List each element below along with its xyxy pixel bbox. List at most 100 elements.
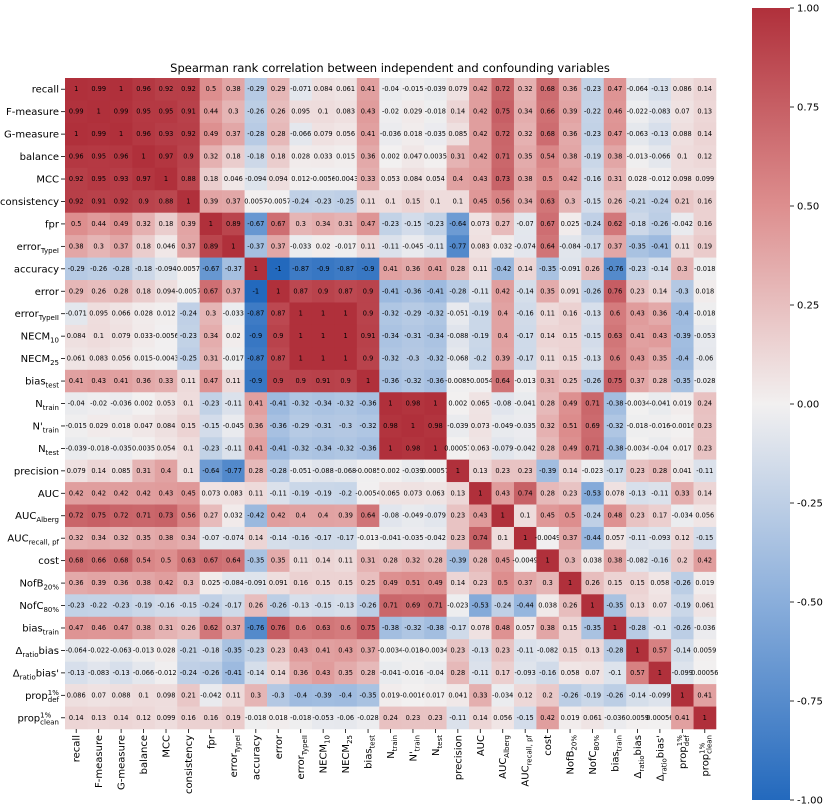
heatmap-cell <box>132 280 156 303</box>
label-sub: ratio <box>22 651 38 659</box>
cell-label: -0.39 <box>674 332 691 340</box>
cell-label: -0.35 <box>674 377 691 385</box>
cell-label: 1 <box>321 332 325 340</box>
heatmap-cell <box>469 167 492 191</box>
heatmap-cell <box>603 661 627 685</box>
heatmap-cell <box>65 280 88 303</box>
heatmap-cell <box>334 504 358 528</box>
heatmap-cell <box>558 235 582 258</box>
heatmap-cell <box>491 526 515 550</box>
heatmap-cell <box>491 504 515 528</box>
heatmap-cell <box>648 122 672 146</box>
heatmap-cell <box>177 706 200 730</box>
heatmap-cell <box>469 437 492 460</box>
cell-label: 0.26 <box>181 624 196 632</box>
heatmap-cell <box>626 437 649 460</box>
heatmap-cell <box>648 459 672 483</box>
heatmap-cell <box>154 437 178 460</box>
chart-title: Spearman rank correlation between indepe… <box>170 61 610 75</box>
cell-label: -0.016 <box>649 422 670 430</box>
cell-label: -0.051 <box>447 310 468 318</box>
cell-label: 0.5 <box>206 85 217 93</box>
cell-label: 0.37 <box>630 377 645 385</box>
cell-label: -0.0049 <box>535 534 560 542</box>
cell-label: 0.11 <box>540 310 555 318</box>
heatmap-cell <box>626 347 649 371</box>
cell-label: 0.31 <box>451 153 466 161</box>
heatmap-cell <box>177 100 200 124</box>
cell-label: 0.98 <box>383 422 398 430</box>
cell-label: 0.49 <box>383 579 398 587</box>
cell-label: -0.016 <box>402 669 423 677</box>
heatmap-cell <box>199 369 223 393</box>
cell-label: -0.28 <box>113 265 130 273</box>
heatmap-cell <box>379 324 403 348</box>
cell-label: 0.32 <box>204 153 219 161</box>
heatmap-cell <box>424 324 447 348</box>
cell-label: -0.094 <box>155 265 176 273</box>
heatmap-cell <box>356 526 380 550</box>
cell-label: -0.14 <box>629 691 646 699</box>
heatmap-cell <box>693 661 717 685</box>
heatmap-cell <box>244 100 268 124</box>
cell-label: -0.0057 <box>266 197 291 205</box>
heatmap-cell <box>334 706 358 730</box>
heatmap-cell <box>424 190 447 213</box>
colorbar-tick-label: -0.50 <box>797 598 823 609</box>
cell-label: 0.23 <box>563 489 578 497</box>
cell-label: -0.16 <box>539 669 556 677</box>
heatmap-cell <box>513 549 537 573</box>
heatmap-cell <box>109 280 133 303</box>
cell-label: 0.0035 <box>132 444 155 452</box>
heatmap-cell <box>132 190 156 213</box>
heatmap-cell <box>401 280 425 303</box>
cell-label: 0.16 <box>204 714 219 722</box>
cell-label: -0.34 <box>382 332 399 340</box>
cell-label: 0.72 <box>69 512 84 520</box>
cell-label: -0.77 <box>449 242 466 250</box>
heatmap-cell <box>671 414 694 438</box>
cell-label: -0.23 <box>584 85 601 93</box>
cell-label: 0.91 <box>361 332 376 340</box>
cell-label: 0.63 <box>608 332 623 340</box>
x-tick-label: cost <box>543 735 554 756</box>
cell-label: 0.12 <box>697 153 712 161</box>
cell-label: -0.67 <box>247 220 264 228</box>
label-sub: 80% <box>593 735 601 751</box>
label-text: NECM <box>341 744 352 773</box>
label-sub: 25 <box>346 735 354 744</box>
cell-label: 0.47 <box>204 377 219 385</box>
heatmap-cell <box>356 504 380 528</box>
heatmap-cell <box>648 526 672 550</box>
cell-label: 0.053 <box>157 400 176 408</box>
cell-label: -0.26 <box>674 579 691 587</box>
cell-label: 0.27 <box>495 220 510 228</box>
cell-label: 0.9 <box>363 310 374 318</box>
heatmap-cell <box>671 549 694 573</box>
cell-label: 0.47 <box>608 85 623 93</box>
cell-label: 0.41 <box>248 444 263 452</box>
cell-label: -0.3 <box>339 422 352 430</box>
heatmap-cell <box>626 212 649 236</box>
cell-label: 0.32 <box>136 220 151 228</box>
heatmap-cell <box>603 257 627 281</box>
cell-label: -0.084 <box>559 242 580 250</box>
cell-label: -0.018 <box>627 422 648 430</box>
x-tick-label: F-measure <box>94 735 105 788</box>
heatmap-cell <box>87 661 111 685</box>
heatmap-cell <box>671 122 694 146</box>
heatmap-cell <box>244 145 268 169</box>
cell-label: -0.02 <box>382 108 399 116</box>
label-sub: train <box>413 735 421 751</box>
heatmap-cell <box>446 504 470 528</box>
heatmap-cell <box>289 482 313 505</box>
heatmap-cell <box>401 504 425 528</box>
heatmap-cell <box>65 661 88 685</box>
heatmap-cell <box>401 100 425 124</box>
cell-label: -0.35 <box>247 557 264 565</box>
heatmap-cell <box>446 302 470 326</box>
cell-label: 0.35 <box>653 355 668 363</box>
heatmap-cell <box>581 594 605 618</box>
heatmap-cell <box>154 190 178 213</box>
cell-label: 0.094 <box>157 287 176 295</box>
